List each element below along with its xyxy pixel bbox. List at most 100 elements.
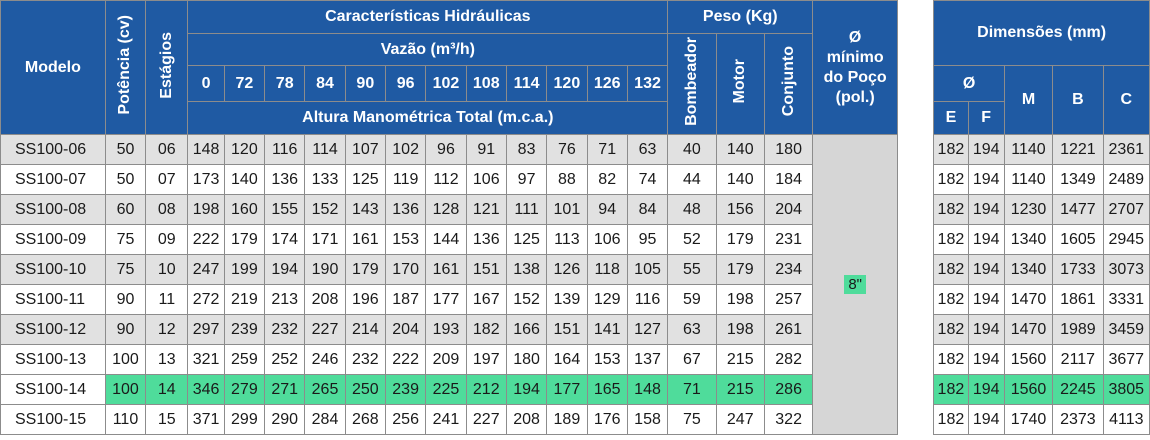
cell-dimension: 194 (967, 374, 1005, 405)
cell-weight: 247 (715, 404, 765, 435)
cell-head: 161 (344, 224, 386, 255)
cell-head: 106 (465, 164, 507, 195)
cell-weight: 67 (667, 344, 717, 375)
cell-dimension: 2373 (1052, 404, 1104, 435)
cell-head: 250 (344, 374, 386, 405)
cell-head: 194 (264, 254, 306, 285)
cell-weight: 234 (763, 254, 814, 285)
table-row: SS100-11 90 11 272 219 213 208 196 187 177 167 152 1… (0, 284, 1150, 315)
cell-head: 199 (223, 254, 266, 285)
cell-head: 222 (384, 344, 427, 375)
cell-head: 164 (546, 344, 588, 375)
cell-dimension: 194 (967, 194, 1005, 225)
cell-head: 187 (384, 284, 427, 315)
cell-dimension: 3805 (1102, 374, 1150, 405)
cell-head: 346 (187, 374, 225, 405)
table-body: SS100-06 50 06 148 120 116 114 107 102 96 91 83 76 71… (0, 134, 1150, 435)
flow-120: 120 (546, 65, 588, 102)
cell-head: 152 (304, 194, 346, 225)
cell-head: 116 (264, 134, 306, 165)
cell-dimension: 1340 (1003, 254, 1054, 285)
cell-head: 148 (626, 374, 669, 405)
cell-head: 113 (546, 224, 588, 255)
cell-model: SS100-09 (0, 224, 106, 255)
cell-dimension: 182 (933, 194, 969, 225)
cell-dimension: 182 (933, 164, 969, 195)
cell-head: 141 (586, 314, 628, 345)
cell-dimension: 2117 (1052, 344, 1104, 375)
cell-head: 290 (264, 404, 306, 435)
cell-head: 259 (223, 344, 266, 375)
table-row: SS100-09 75 09 222 179 174 171 161 153 144 136 125 1… (0, 224, 1150, 255)
cell-head: 194 (505, 374, 548, 405)
cell-head: 297 (187, 314, 225, 345)
cell-power: 90 (104, 284, 147, 315)
cell-head: 63 (626, 134, 669, 165)
cell-head: 213 (264, 284, 306, 315)
header-flow: Vazão (m³/h) (187, 33, 669, 66)
cell-dimension: 1605 (1052, 224, 1104, 255)
cell-dimension: 1140 (1003, 134, 1054, 165)
cell-dimension: 194 (967, 344, 1005, 375)
cell-head: 176 (586, 404, 628, 435)
cell-head: 116 (626, 284, 669, 315)
cell-head: 171 (304, 224, 346, 255)
cell-head: 265 (304, 374, 346, 405)
cell-head: 170 (384, 254, 427, 285)
cell-head: 112 (425, 164, 467, 195)
cell-dimension: 182 (933, 224, 969, 255)
cell-head: 71 (586, 134, 628, 165)
flow-84: 84 (304, 65, 346, 102)
cell-dimension: 194 (967, 164, 1005, 195)
cell-head: 165 (586, 374, 628, 405)
cell-head: 106 (586, 224, 628, 255)
cell-weight: 40 (667, 134, 717, 165)
cell-power: 75 (104, 224, 147, 255)
cell-stages: 07 (145, 164, 189, 195)
cell-head: 120 (223, 134, 266, 165)
cell-head: 180 (505, 344, 548, 375)
cell-dimension: 182 (933, 314, 969, 345)
cell-dimension: 1470 (1003, 314, 1054, 345)
cell-head: 136 (384, 194, 427, 225)
cell-head: 271 (264, 374, 306, 405)
cell-head: 140 (223, 164, 266, 195)
cell-head: 247 (187, 254, 225, 285)
cell-stages: 08 (145, 194, 189, 225)
cell-head: 284 (304, 404, 346, 435)
cell-head: 88 (546, 164, 588, 195)
cell-dimension: 3073 (1102, 254, 1150, 285)
cell-head: 212 (465, 374, 507, 405)
header-dim-c: C (1102, 65, 1150, 135)
cell-dimension: 194 (967, 314, 1005, 345)
cell-weight: 179 (715, 254, 765, 285)
cell-model: SS100-15 (0, 404, 106, 435)
flow-108: 108 (465, 65, 507, 102)
header-weight-bombeador: Bombeador (667, 33, 717, 135)
cell-head: 252 (264, 344, 306, 375)
header-dim-b: B (1052, 65, 1104, 135)
cell-weight: 140 (715, 164, 765, 195)
cell-dimension: 1340 (1003, 224, 1054, 255)
cell-head: 153 (384, 224, 427, 255)
cell-head: 148 (187, 134, 225, 165)
flow-102: 102 (425, 65, 467, 102)
cell-head: 177 (425, 284, 467, 315)
cell-dimension: 1733 (1052, 254, 1104, 285)
cell-dimension: 194 (967, 254, 1005, 285)
table-row: SS100-12 90 12 297 239 232 227 214 204 193 182 166 1… (0, 314, 1150, 345)
table-row: SS100-10 75 10 247 199 194 190 179 170 161 151 138 1… (0, 254, 1150, 285)
cell-head: 208 (304, 284, 346, 315)
cell-head: 193 (425, 314, 467, 345)
cell-dimension: 3459 (1102, 314, 1150, 345)
cell-dimension: 194 (967, 134, 1005, 165)
header-weight-motor: Motor (715, 33, 765, 135)
cell-head: 143 (344, 194, 386, 225)
cell-head: 268 (344, 404, 386, 435)
cell-head: 83 (505, 134, 548, 165)
cell-head: 239 (384, 374, 427, 405)
cell-power: 50 (104, 134, 147, 165)
cell-head: 105 (626, 254, 669, 285)
cell-model: SS100-06 (0, 134, 106, 165)
cell-head: 155 (264, 194, 306, 225)
